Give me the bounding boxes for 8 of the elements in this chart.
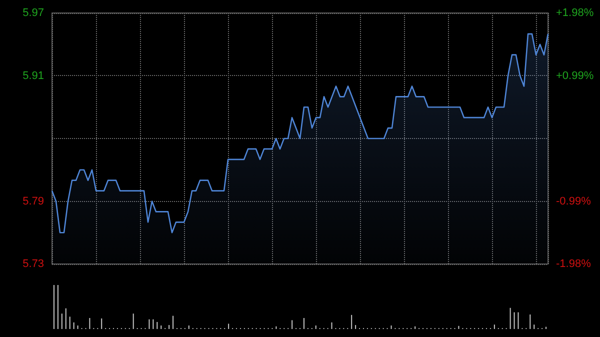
y2-tick-label: -1.98% — [556, 258, 592, 270]
y2-tick-label: +1.98% — [556, 7, 594, 19]
y-tick-label: 5.97 — [22, 7, 44, 19]
y2-tick-label: +0.99% — [556, 70, 594, 82]
y-tick-label: 5.73 — [22, 258, 44, 270]
y-tick-label: 5.91 — [22, 70, 44, 82]
y2-tick-label: -0.99% — [556, 195, 592, 208]
y-tick-label: 5.79 — [22, 195, 44, 208]
